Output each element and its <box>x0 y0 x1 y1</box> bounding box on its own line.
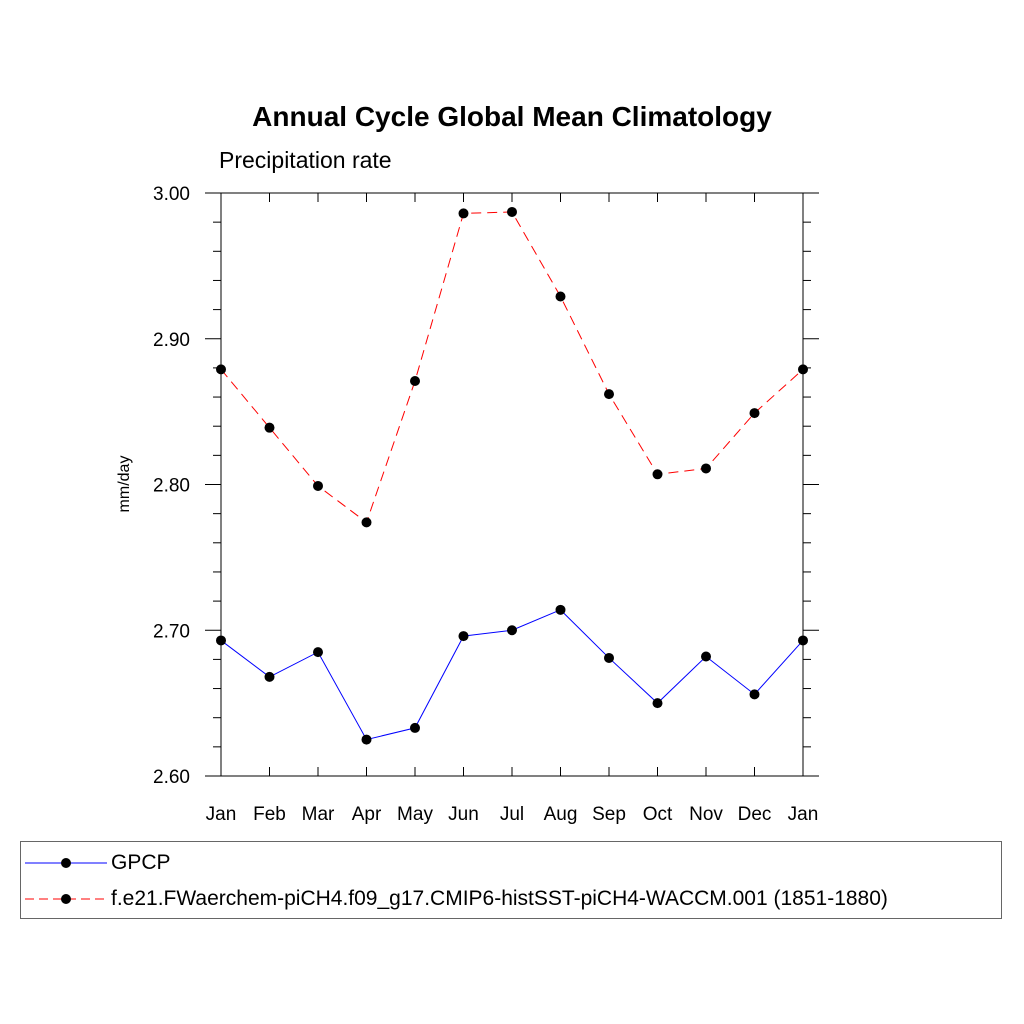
legend: GPCP f.e21.FWaerchem-piCH4.f09_g17.CMIP6… <box>20 841 1002 919</box>
data-point-series-1 <box>507 206 517 217</box>
data-point-series-0 <box>361 734 372 745</box>
data-point-series-1 <box>361 517 372 528</box>
chart-canvas: Annual Cycle Global Mean Climatology Pre… <box>116 101 819 825</box>
legend-item-model: f.e21.FWaerchem-piCH4.f09_g17.CMIP6-hist… <box>21 881 888 917</box>
x-tick-label: May <box>397 804 433 825</box>
x-tick-label: Jan <box>206 804 237 825</box>
x-tick-label: Jun <box>448 804 479 825</box>
y-tick-label: 2.60 <box>153 767 190 788</box>
data-point-series-0 <box>701 651 711 662</box>
y-tick-label: 2.70 <box>153 621 190 642</box>
data-point-series-1 <box>216 364 226 375</box>
x-tick-label: Oct <box>643 804 673 825</box>
x-tick-label: Mar <box>302 804 335 825</box>
series-line-1 <box>220 211 804 524</box>
legend-swatch-model <box>25 894 107 904</box>
data-point-series-0 <box>798 635 808 646</box>
data-point-series-1 <box>410 376 420 387</box>
data-point-series-1 <box>749 408 760 419</box>
y-tick-label: 2.90 <box>153 330 190 351</box>
data-point-series-0 <box>604 652 614 663</box>
chart-title: Annual Cycle Global Mean Climatology <box>252 101 772 132</box>
data-point-series-1 <box>701 463 711 474</box>
y-tick-label: 2.80 <box>153 476 190 497</box>
x-tick-label: Sep <box>592 804 626 825</box>
data-point-series-1 <box>604 389 614 400</box>
data-point-series-1 <box>798 364 808 375</box>
data-point-series-0 <box>264 671 275 682</box>
legend-label-model: f.e21.FWaerchem-piCH4.f09_g17.CMIP6-hist… <box>111 887 888 910</box>
x-tick-label: Dec <box>738 804 772 825</box>
data-point-series-1 <box>458 208 469 219</box>
data-point-series-0 <box>749 689 760 700</box>
legend-item-gpcp: GPCP <box>21 845 171 881</box>
data-point-series-1 <box>264 422 275 433</box>
legend-label-gpcp: GPCP <box>111 851 171 874</box>
data-point-series-0 <box>216 635 226 646</box>
x-tick-label: Nov <box>689 804 723 825</box>
data-point-series-0 <box>555 604 566 615</box>
x-tick-label: Jan <box>788 804 819 825</box>
data-point-series-0 <box>313 647 323 658</box>
data-point-series-1 <box>652 469 663 480</box>
data-point-series-1 <box>313 480 323 491</box>
data-point-series-0 <box>410 722 420 733</box>
data-point-series-0 <box>507 625 517 636</box>
legend-swatch-gpcp <box>25 858 107 868</box>
series-layer <box>216 206 808 745</box>
x-tick-label: Feb <box>253 804 286 825</box>
plot-area: 2.60 2.70 2.80 2.90 3.00 Jan Feb Mar Apr May Jun Ju… <box>153 184 819 825</box>
data-point-series-0 <box>652 698 663 709</box>
data-point-series-0 <box>458 631 469 642</box>
plot-frame <box>220 192 804 777</box>
x-tick-label: Apr <box>352 804 382 825</box>
y-axis-label: mm/day <box>116 456 133 513</box>
x-tick-label: Jul <box>500 804 524 825</box>
chart-subtitle: Precipitation rate <box>219 147 392 173</box>
y-tick-label: 3.00 <box>153 184 190 205</box>
x-tick-label: Aug <box>544 804 578 825</box>
data-point-series-1 <box>555 291 566 302</box>
